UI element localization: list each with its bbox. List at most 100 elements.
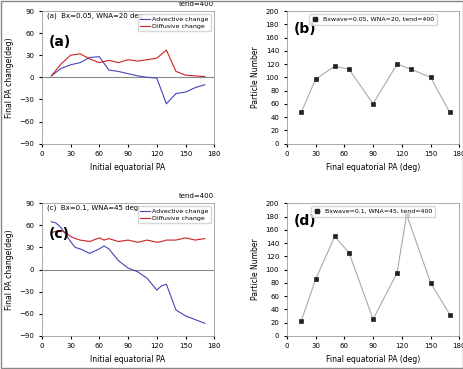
Diffusive change (72, 237, 78, 241)
Diffusive change (106, 58, 112, 63)
Diffusive change (53, 229, 59, 234)
Diffusive change (101, 238, 106, 242)
Diffusive change (49, 231, 54, 235)
Advective change (77, 61, 83, 65)
Advective change (68, 63, 73, 67)
Text: (a)  Bx=0.05, WNA=20 deg: (a) Bx=0.05, WNA=20 deg (47, 13, 143, 19)
Diffusive change (182, 73, 188, 77)
Diffusive change (154, 56, 159, 61)
Diffusive change (201, 75, 207, 79)
Diffusive change (163, 48, 169, 52)
Text: (c): (c) (49, 227, 69, 241)
Text: tend=400: tend=400 (179, 193, 214, 199)
Advective change (63, 232, 69, 237)
Diffusive change (58, 228, 63, 233)
Advective change (58, 66, 63, 71)
Advective change (192, 317, 198, 322)
X-axis label: Final equatorial PA (deg): Final equatorial PA (deg) (325, 163, 419, 172)
Advective change (154, 76, 159, 80)
Advective change (115, 258, 121, 263)
Text: (d): (d) (293, 214, 316, 228)
Advective change (77, 247, 83, 251)
Advective change (144, 75, 150, 80)
Y-axis label: Final PA change(deg): Final PA change(deg) (5, 229, 14, 310)
Diffusive change (158, 239, 164, 244)
Advective change (173, 308, 178, 312)
Diffusive change (87, 57, 92, 61)
Legend: Advective change, Diffusive change: Advective change, Diffusive change (138, 14, 211, 31)
Y-axis label: Final PA change(deg): Final PA change(deg) (5, 37, 14, 118)
Advective change (192, 86, 198, 90)
Diffusive change (154, 240, 159, 245)
Advective change (49, 74, 54, 78)
Advective change (58, 225, 63, 230)
X-axis label: Initial equatorial PA: Initial equatorial PA (90, 355, 165, 364)
Diffusive change (144, 58, 150, 62)
Legend: Bxwave=0.1, WNA=45, tend=400: Bxwave=0.1, WNA=45, tend=400 (311, 206, 434, 217)
Advective change (158, 283, 164, 288)
Diffusive change (115, 61, 121, 65)
Legend: Bxwave=0.05, WNA=20, tend=400: Bxwave=0.05, WNA=20, tend=400 (309, 14, 436, 25)
Advective change (106, 68, 112, 72)
Diffusive change (87, 239, 92, 244)
Diffusive change (201, 237, 207, 241)
Advective change (96, 247, 102, 251)
Line: Diffusive change: Diffusive change (51, 50, 204, 77)
Diffusive change (68, 53, 73, 58)
Text: (a): (a) (49, 35, 71, 49)
Advective change (72, 245, 78, 250)
Advective change (87, 251, 92, 256)
Advective change (53, 221, 59, 225)
Advective change (201, 321, 207, 325)
Y-axis label: Particle Number: Particle Number (250, 46, 260, 108)
Line: Diffusive change: Diffusive change (51, 231, 204, 242)
Line: Advective change: Advective change (51, 57, 204, 104)
Advective change (106, 247, 112, 251)
Advective change (163, 101, 169, 106)
Diffusive change (163, 238, 169, 242)
Diffusive change (77, 52, 83, 56)
Diffusive change (125, 238, 131, 242)
Text: tend=400: tend=400 (179, 1, 214, 7)
Advective change (96, 55, 102, 59)
Text: (b): (b) (293, 22, 316, 36)
Diffusive change (106, 237, 112, 241)
Line: Advective change: Advective change (51, 222, 204, 323)
Advective change (135, 269, 140, 274)
Diffusive change (125, 58, 131, 62)
Diffusive change (173, 238, 178, 242)
Diffusive change (63, 231, 69, 235)
Advective change (49, 220, 54, 224)
Diffusive change (49, 74, 54, 78)
Text: (c)  Bx=0.1, WNA=45 deg: (c) Bx=0.1, WNA=45 deg (47, 204, 138, 211)
Diffusive change (135, 59, 140, 63)
X-axis label: Final equatorial PA (deg): Final equatorial PA (deg) (325, 355, 419, 364)
Diffusive change (115, 239, 121, 244)
Diffusive change (58, 62, 63, 66)
Advective change (68, 239, 73, 244)
Advective change (173, 91, 178, 96)
Advective change (154, 288, 159, 292)
Diffusive change (96, 236, 102, 240)
Advective change (135, 74, 140, 78)
Diffusive change (192, 74, 198, 78)
Advective change (182, 314, 188, 318)
Advective change (182, 90, 188, 94)
Advective change (115, 69, 121, 74)
Diffusive change (77, 238, 83, 242)
Diffusive change (135, 240, 140, 245)
Advective change (101, 244, 106, 248)
Diffusive change (182, 236, 188, 240)
Diffusive change (68, 234, 73, 239)
Diffusive change (144, 238, 150, 242)
Diffusive change (192, 238, 198, 242)
Advective change (125, 266, 131, 270)
Advective change (125, 72, 131, 76)
X-axis label: Initial equatorial PA: Initial equatorial PA (90, 163, 165, 172)
Legend: Advective change, Diffusive change: Advective change, Diffusive change (138, 206, 211, 223)
Advective change (163, 282, 169, 286)
Advective change (87, 55, 92, 60)
Diffusive change (173, 69, 178, 74)
Y-axis label: Particle Number: Particle Number (250, 239, 260, 300)
Advective change (201, 83, 207, 87)
